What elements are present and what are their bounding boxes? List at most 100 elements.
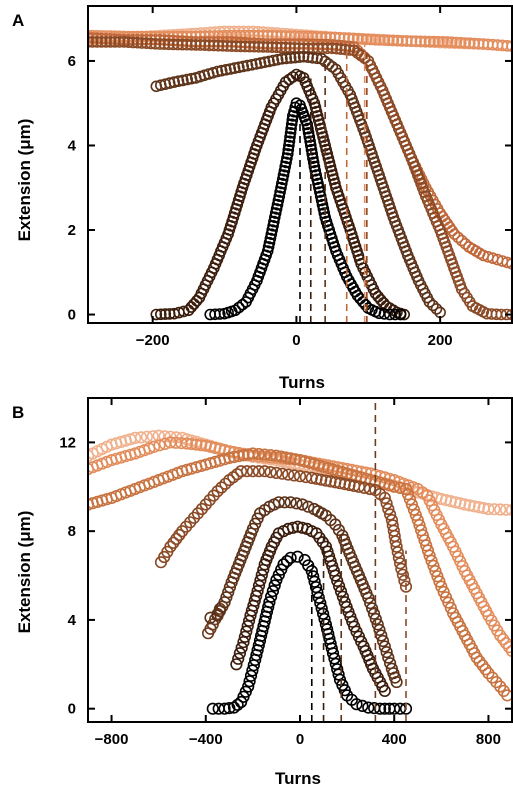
panel-a-series-3-point bbox=[91, 36, 103, 48]
panel-a-series-0-point bbox=[317, 203, 330, 215]
panel-b-series-5-point bbox=[433, 575, 446, 588]
panel-a-series-2-point bbox=[241, 59, 254, 72]
panel-a-series-0-point bbox=[302, 127, 315, 139]
panel-a-series-3-point bbox=[163, 38, 175, 51]
panel-b-xlabel: Turns bbox=[275, 769, 321, 788]
panel-b-series-5-point bbox=[403, 493, 417, 506]
panel-a-series-2-point bbox=[172, 75, 185, 87]
panel-b-series-7-point bbox=[129, 431, 142, 445]
panel-a-series-0-point bbox=[263, 236, 276, 249]
panel-b-series-4-point bbox=[219, 477, 232, 490]
panel-b-series-4-point bbox=[352, 480, 366, 493]
panel-a-series-2-point bbox=[258, 56, 271, 69]
panel-b-series-4-point bbox=[240, 465, 254, 478]
panel-a-series-1-point bbox=[377, 297, 390, 309]
panel-b-series-5-point bbox=[284, 452, 297, 465]
panel-a-series-0-point bbox=[275, 177, 288, 190]
panel-a-series-0-point bbox=[316, 198, 329, 211]
panel-b-series-6-point bbox=[190, 438, 203, 451]
panel-b-series-5-point bbox=[388, 480, 401, 493]
panel-b-series-5-point bbox=[423, 549, 436, 562]
panel-b-series-5-point bbox=[431, 570, 444, 583]
panel-b-series-0-point bbox=[291, 550, 304, 563]
panel-a-series-0-point bbox=[265, 228, 278, 240]
panel-a-series-0-point bbox=[266, 224, 279, 236]
panel-a-series-2-point bbox=[211, 65, 224, 78]
panel-a-series-2-point bbox=[246, 59, 258, 71]
panel-b-series-4-point bbox=[293, 470, 307, 483]
panel-b-series-4-point bbox=[384, 508, 397, 521]
panel-b-series-5-point bbox=[401, 488, 415, 501]
panel-a-series-5-point bbox=[454, 36, 467, 49]
panel-b-xtick-label: −800 bbox=[95, 731, 129, 748]
panel-a-series-0-point bbox=[269, 207, 282, 219]
panel-a-series-5-point bbox=[501, 40, 512, 52]
panel-a-series-3-point bbox=[140, 37, 153, 50]
panel-b-series-4-point bbox=[390, 540, 403, 553]
panel-a-ylabel: Extension (μm) bbox=[15, 119, 34, 242]
panel-b-series-0-point bbox=[268, 579, 281, 592]
panel-b-series-2-point bbox=[366, 602, 379, 615]
panel-b-series-4-point bbox=[382, 502, 395, 516]
panel-a-series-3-point bbox=[257, 41, 270, 53]
panel-a-series-5-point bbox=[333, 31, 346, 44]
panel-a-series-5-point bbox=[427, 35, 440, 48]
panel-b-series-4-point bbox=[246, 465, 259, 478]
panel-b-series-4-point bbox=[319, 474, 333, 487]
panel-a-series-3-point bbox=[203, 39, 216, 52]
panel-a-series-2-point bbox=[250, 58, 263, 70]
panel-b-series-4-point bbox=[215, 481, 228, 494]
panel-a-series-3-point bbox=[136, 37, 148, 49]
panel-a-series-4-point bbox=[455, 234, 468, 247]
panel-b-series-2-point bbox=[290, 497, 303, 510]
panel-a-series-0-point bbox=[309, 165, 322, 177]
panel-b-series-4-point bbox=[378, 491, 391, 505]
panel-a-series-3-point bbox=[145, 37, 157, 50]
panel-a: A −200 0 200 0 2 4 6 Turns Extension (μm) bbox=[12, 5, 513, 392]
panel-a-series-3-point bbox=[216, 39, 229, 52]
panel-b: B −800 −400 0 400 800 0 4 8 12 Turns Extension (… bbox=[12, 397, 513, 788]
panel-a-series-5-point bbox=[369, 33, 382, 46]
panel-b-series-4-point bbox=[264, 466, 277, 479]
panel-b-marks bbox=[88, 429, 512, 715]
panel-b-xtick-label: 0 bbox=[296, 731, 304, 748]
panel-a-series-3-point bbox=[221, 40, 233, 52]
panel-a-ytick-label: 2 bbox=[68, 222, 76, 239]
panel-b-series-7-point bbox=[463, 499, 476, 512]
panel-a-series-5-point bbox=[423, 35, 436, 48]
panel-a-vlines bbox=[299, 41, 368, 323]
panel-a-ticks: −200 0 200 0 2 4 6 bbox=[68, 6, 512, 349]
panel-a-series-0-point bbox=[267, 220, 279, 232]
panel-a-series-4-point bbox=[448, 228, 461, 240]
panel-a-xtick-label: 0 bbox=[292, 332, 300, 349]
panel-a-series-2-point bbox=[267, 54, 280, 67]
panel-a-series-3-point bbox=[275, 41, 287, 54]
panel-b-series-2-point bbox=[362, 591, 375, 604]
panel-a-series-0-point bbox=[307, 156, 320, 169]
panel-b-series-2-point bbox=[364, 596, 377, 610]
panel-b-series-5-point bbox=[399, 482, 413, 496]
panel-a-series-0-point bbox=[268, 215, 280, 228]
panel-b-series-1-point bbox=[233, 647, 246, 660]
panel-a-series-4-point bbox=[506, 258, 512, 270]
panel-b-series-4-point bbox=[276, 467, 289, 480]
panel-b-series-0-point bbox=[362, 701, 375, 714]
panel-a-series-1-point bbox=[398, 308, 411, 321]
panel-a-series-3-point bbox=[131, 36, 144, 49]
panel-b-series-1-point bbox=[232, 652, 245, 665]
panel-b-series-7-point bbox=[152, 429, 165, 442]
panel-b-series-5-point bbox=[409, 508, 422, 522]
panel-a-series-3-point bbox=[248, 40, 260, 53]
panel-a-series-2-point bbox=[168, 76, 180, 88]
panel-b-series-2-point bbox=[302, 500, 315, 513]
panel-a-series-5-point bbox=[360, 33, 373, 46]
panel-a-series-0-point bbox=[302, 122, 314, 135]
panel-a-series-1-point bbox=[185, 301, 198, 313]
panel-a-series-3-point bbox=[109, 36, 121, 48]
panel-b-series-4-point bbox=[282, 468, 295, 481]
panel-a-series-1-point bbox=[155, 308, 167, 321]
panel-a-series-0-point bbox=[284, 127, 297, 139]
panel-b-series-5-point bbox=[501, 689, 512, 702]
panel-a-series-5-point bbox=[468, 37, 481, 50]
panel-b-series-7-point bbox=[505, 503, 512, 517]
